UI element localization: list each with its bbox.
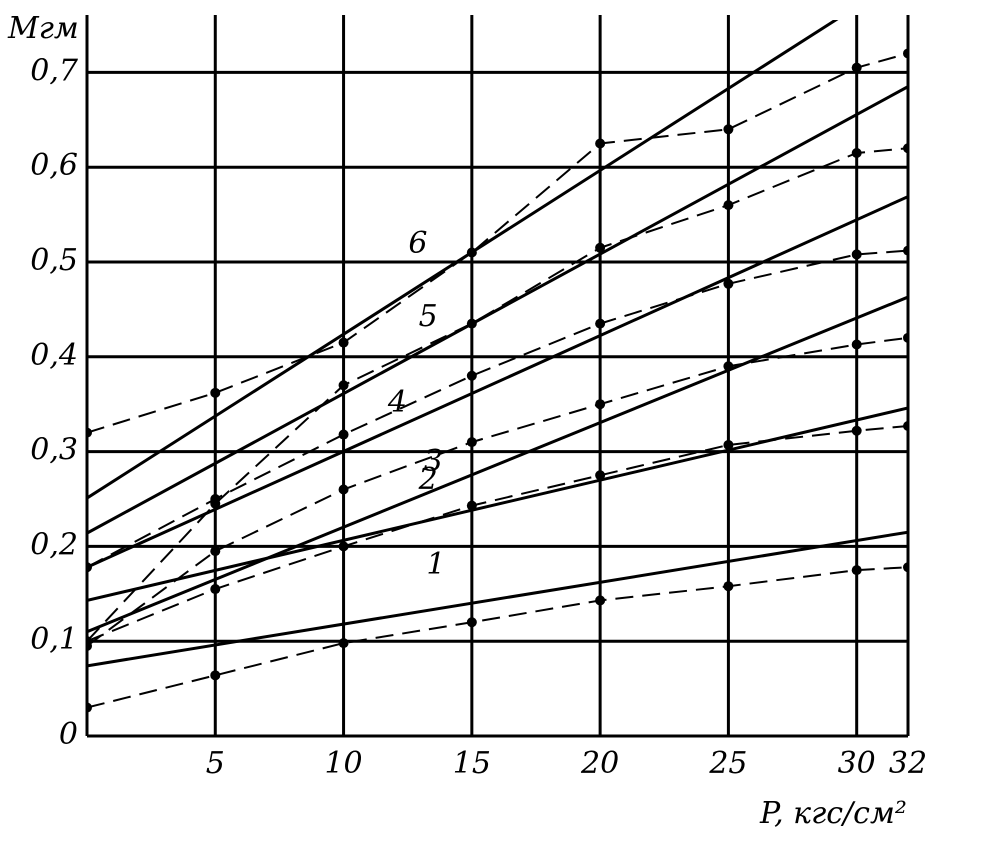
marker [903,245,908,256]
series-line [87,52,908,434]
marker [87,636,92,647]
marker [723,439,734,450]
marker [87,702,92,713]
x-tick-label: 30 [838,746,876,781]
y-axis-label: Мгм [7,11,79,46]
marker [851,339,862,350]
plot-area [87,20,908,713]
series-line [87,20,839,500]
marker [851,62,862,73]
marker [903,421,908,432]
marker [210,670,221,681]
marker [87,562,92,573]
marker [466,318,477,329]
y-tick-label: 0,3 [30,433,78,468]
marker [851,147,862,158]
marker [851,425,862,436]
series-line [87,295,908,634]
y-tick-label: 0,2 [30,527,78,562]
marker [723,361,734,372]
marker [338,484,349,495]
marker [466,437,477,448]
x-tick-label: 20 [580,746,619,781]
marker [466,370,477,381]
marker [595,242,606,253]
y-tick-label: 0,6 [30,148,78,183]
curve-label: 6 [408,226,427,261]
marker [87,427,92,438]
marker [903,48,908,59]
marker [338,380,349,391]
y-tick-label: 0,4 [30,338,78,373]
series-line [87,406,908,602]
marker [210,546,221,557]
marker [338,337,349,348]
series-line [87,425,908,643]
marker [851,565,862,576]
series-line [87,85,908,535]
marker [210,584,221,595]
marker [595,138,606,149]
marker [903,562,908,573]
y-tick-label: 0,5 [30,243,78,278]
marker [210,387,221,398]
curve-label: 2 [418,462,438,497]
y-tick-label: 0,7 [30,53,79,88]
marker [723,581,734,592]
curve-label: 3 [424,444,443,479]
marker [466,617,477,628]
marker [595,470,606,481]
marker [723,200,734,211]
curve-label: 1 [426,547,445,582]
marker [903,143,908,154]
curve-label: 5 [419,299,438,334]
marker [595,318,606,329]
marker [903,332,908,343]
series-line [87,530,908,668]
series-line [87,195,908,569]
series-line [87,147,908,642]
marker [595,595,606,606]
marker [338,429,349,440]
x-tick-label: 32 [889,746,927,781]
x-tick-label: 10 [324,746,362,781]
x-tick-label: 15 [453,746,491,781]
marker [723,278,734,289]
x-tick-label: 25 [708,746,747,781]
marker [466,247,477,258]
marker [338,638,349,649]
y-tick-label: 0 [59,717,78,752]
x-tick-label: 5 [206,746,225,781]
series-line [87,336,908,647]
y-tick-label: 0,1 [30,622,78,657]
series-line [87,249,908,569]
series-line [87,566,908,709]
marker [595,399,606,410]
marker [723,124,734,135]
marker [338,541,349,552]
marker [466,500,477,511]
curve-label: 4 [387,385,407,420]
marker [851,249,862,260]
marker [210,498,221,509]
x-axis-label: P, кгс/см² [759,796,907,831]
